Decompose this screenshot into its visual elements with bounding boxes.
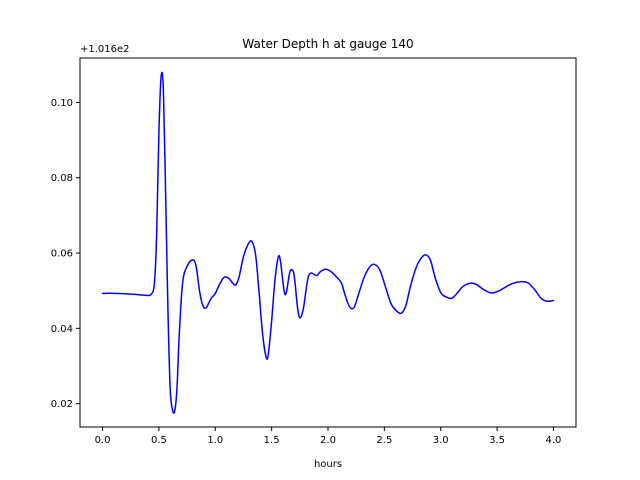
- x-tick-label: 3.5: [489, 435, 505, 446]
- y-tick-label: 0.10: [51, 98, 73, 109]
- x-tick-label: 1.0: [207, 435, 223, 446]
- plot-area-frame: [79, 57, 577, 428]
- y-tick-label: 0.08: [51, 173, 73, 184]
- y-tick-label: 0.04: [51, 324, 73, 335]
- x-tick-label: 0.5: [151, 435, 167, 446]
- x-axis-ticks: 0.0 0.5 1.0 1.5 2.0 2.5 3.0 3.5 4.0: [95, 427, 562, 446]
- chart-title: Water Depth h at gauge 140: [242, 37, 413, 51]
- x-tick-label: 2.0: [320, 435, 336, 446]
- series-line-0: [101, 71, 555, 414]
- x-tick-label: 1.5: [264, 435, 280, 446]
- x-tick-label: 0.0: [95, 435, 111, 446]
- series-layer: [101, 71, 555, 414]
- x-tick-label: 2.5: [376, 435, 392, 446]
- x-tick-label: 4.0: [546, 435, 562, 446]
- x-axis-label: hours: [314, 459, 342, 470]
- y-tick-label: 0.06: [51, 249, 73, 260]
- y-axis-offset-label: +1.016e2: [80, 44, 130, 55]
- x-tick-label: 3.0: [433, 435, 449, 446]
- y-tick-label: 0.02: [51, 399, 73, 410]
- y-axis-ticks: 0.02 0.04 0.06 0.08 0.10: [51, 98, 80, 410]
